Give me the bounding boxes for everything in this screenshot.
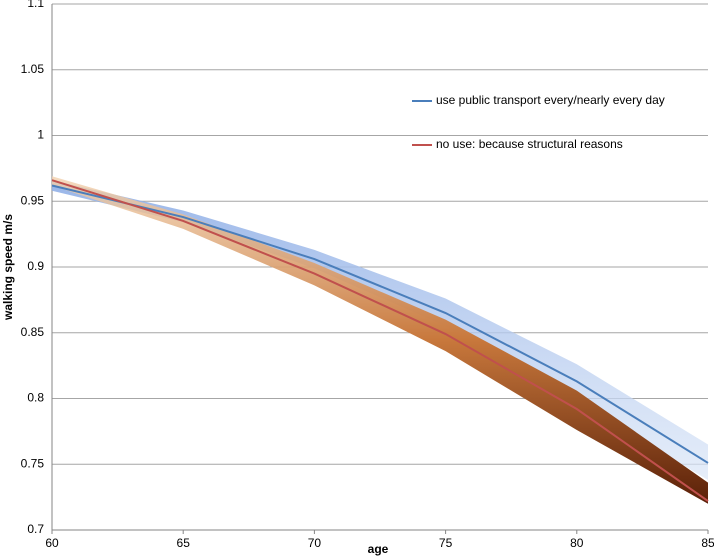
y-tick-label: 0.9 xyxy=(27,259,44,273)
y-tick-label: 0.95 xyxy=(21,193,45,207)
series-line xyxy=(51,184,709,464)
x-tick-label: 70 xyxy=(308,536,322,550)
y-tick-label: 0.7 xyxy=(27,522,44,536)
x-tick-label: 85 xyxy=(701,536,714,550)
legend-label: no use: because structural reasons xyxy=(436,137,623,151)
y-tick-label: 1.1 xyxy=(27,0,44,10)
x-axis-title: age xyxy=(368,542,389,556)
x-tick-label: 65 xyxy=(177,536,191,550)
y-axis-title: walking speed m/s xyxy=(1,214,15,321)
y-tick-label: 0.8 xyxy=(27,391,44,405)
y-tick-label: 1.05 xyxy=(21,62,45,76)
legend-label: use public transport every/nearly every … xyxy=(436,93,665,107)
y-tick-label: 1 xyxy=(37,128,44,142)
series-line xyxy=(51,179,709,502)
confidence-band xyxy=(52,176,708,504)
x-tick-label: 75 xyxy=(439,536,453,550)
y-tick-label: 0.75 xyxy=(21,456,45,470)
x-tick-label: 80 xyxy=(570,536,584,550)
x-tick-label: 60 xyxy=(45,536,59,550)
y-tick-label: 0.85 xyxy=(21,325,45,339)
